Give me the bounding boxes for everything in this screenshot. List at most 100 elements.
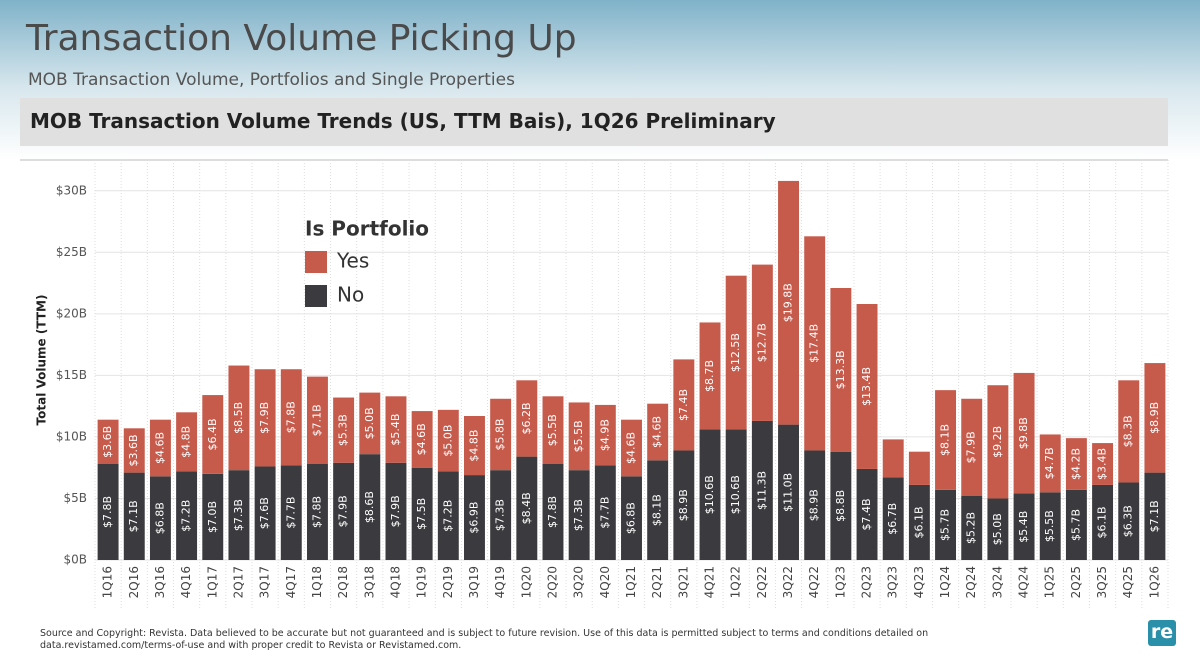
bar-segment (594, 404, 616, 466)
value-label: $7.3B (232, 499, 245, 531)
y-tick-label: $5B (63, 491, 87, 505)
value-label: $6.1B (912, 506, 925, 538)
bar-segment (1039, 434, 1061, 493)
value-label: $8.9B (677, 489, 690, 521)
value-label: $3.6B (127, 434, 140, 466)
bar-segment (1118, 482, 1140, 560)
bar-segment (621, 419, 642, 477)
y-tick-label: $20B (56, 306, 87, 320)
x-tick-label: 1Q25 (1043, 566, 1057, 598)
bar-segment (490, 470, 512, 560)
x-tick-label: 2Q20 (545, 566, 559, 598)
legend-swatch (305, 251, 327, 273)
bar-segment (490, 398, 512, 471)
legend-label: No (337, 283, 364, 307)
value-label: $9.8B (1017, 417, 1030, 449)
value-label: $7.2B (441, 500, 454, 532)
value-label: $6.9B (467, 502, 480, 534)
x-tick-label: 2Q21 (650, 566, 664, 598)
value-label: $5.0B (363, 407, 376, 439)
value-label: $7.7B (598, 497, 611, 529)
x-tick-label: 2Q22 (755, 566, 769, 598)
footer: Source and Copyright: Revista. Data beli… (40, 628, 929, 651)
value-label: $8.1B (651, 494, 664, 526)
bar-segment (280, 369, 302, 466)
bar-segment (306, 376, 328, 464)
value-label: $6.4B (206, 418, 219, 450)
bar-segment (751, 420, 773, 560)
value-label: $6.1B (1096, 506, 1109, 538)
value-label: $17.4B (808, 324, 821, 363)
value-label: $12.5B (729, 333, 742, 372)
value-label: $5.8B (494, 418, 507, 450)
bar-segment (908, 451, 930, 485)
bar-segment (385, 462, 407, 560)
bar-segment (254, 466, 276, 560)
bar-segment (149, 419, 171, 477)
bar-segment (830, 288, 852, 452)
value-label: $7.2B (180, 500, 193, 532)
x-tick-label: 4Q21 (703, 566, 717, 598)
bar-segment (464, 475, 485, 560)
bar-segment (1013, 493, 1035, 560)
bar-segment (830, 451, 852, 560)
x-tick-label: 4Q18 (388, 566, 402, 598)
bar-segment (1144, 472, 1166, 560)
bar-segment (1144, 363, 1166, 473)
x-tick-label: 4Q17 (284, 566, 298, 598)
value-label: $6.8B (625, 502, 638, 534)
bar-segment (1039, 492, 1061, 560)
x-tick-label: 2Q17 (231, 566, 245, 598)
bar-segment (176, 471, 198, 560)
bar-segment (542, 464, 564, 560)
slide-title: Transaction Volume Picking Up (26, 18, 577, 59)
x-tick-label: 3Q21 (676, 566, 690, 598)
bar-segment (149, 476, 171, 560)
x-tick-label: 1Q16 (101, 566, 115, 598)
value-label: $4.6B (651, 416, 664, 448)
value-label: $7.1B (1148, 500, 1161, 532)
value-label: $7.3B (494, 499, 507, 531)
value-label: $7.8B (284, 401, 297, 433)
y-tick-label: $0B (63, 553, 87, 567)
bar-segment (464, 416, 485, 476)
legend-title: Is Portfolio (305, 217, 429, 241)
bar-segment (437, 409, 459, 472)
value-label: $5.5B (546, 414, 559, 446)
value-label: $8.7B (703, 360, 716, 392)
x-tick-label: 2Q24 (964, 566, 978, 598)
bar-segment (882, 439, 904, 478)
value-label: $7.6B (258, 497, 271, 529)
value-label: $7.9B (337, 495, 350, 527)
bar-segment (751, 264, 773, 421)
x-tick-label: 4Q22 (807, 566, 821, 598)
bar-segment (202, 473, 224, 560)
bar-segment (1092, 443, 1114, 485)
x-tick-label: 1Q26 (1147, 566, 1161, 598)
value-label: $7.8B (101, 496, 114, 528)
value-label: $5.7B (1069, 509, 1082, 541)
value-label: $5.4B (1017, 511, 1030, 543)
bar-segment (804, 236, 826, 451)
bar-segment (437, 471, 459, 560)
value-label: $10.6B (703, 475, 716, 514)
bar-segment (333, 462, 355, 560)
x-tick-label: 1Q20 (519, 566, 533, 598)
bar-segment (1065, 489, 1087, 560)
x-tick-label: 2Q25 (1069, 566, 1083, 598)
bar-segment (97, 464, 119, 560)
bar-segment (647, 460, 669, 560)
bar-segment (385, 396, 407, 463)
value-label: $7.1B (310, 404, 323, 436)
value-label: $6.2B (520, 402, 533, 434)
x-tick-label: 1Q24 (938, 566, 952, 598)
value-label: $5.0B (441, 425, 454, 457)
value-label: $8.1B (939, 424, 952, 456)
value-label: $5.5B (572, 420, 585, 452)
x-tick-label: 3Q24 (990, 566, 1004, 598)
x-tick-label: 4Q25 (1121, 566, 1135, 598)
value-label: $4.2B (1069, 448, 1082, 480)
bar-segment (594, 465, 616, 560)
x-tick-label: 3Q17 (258, 566, 272, 598)
